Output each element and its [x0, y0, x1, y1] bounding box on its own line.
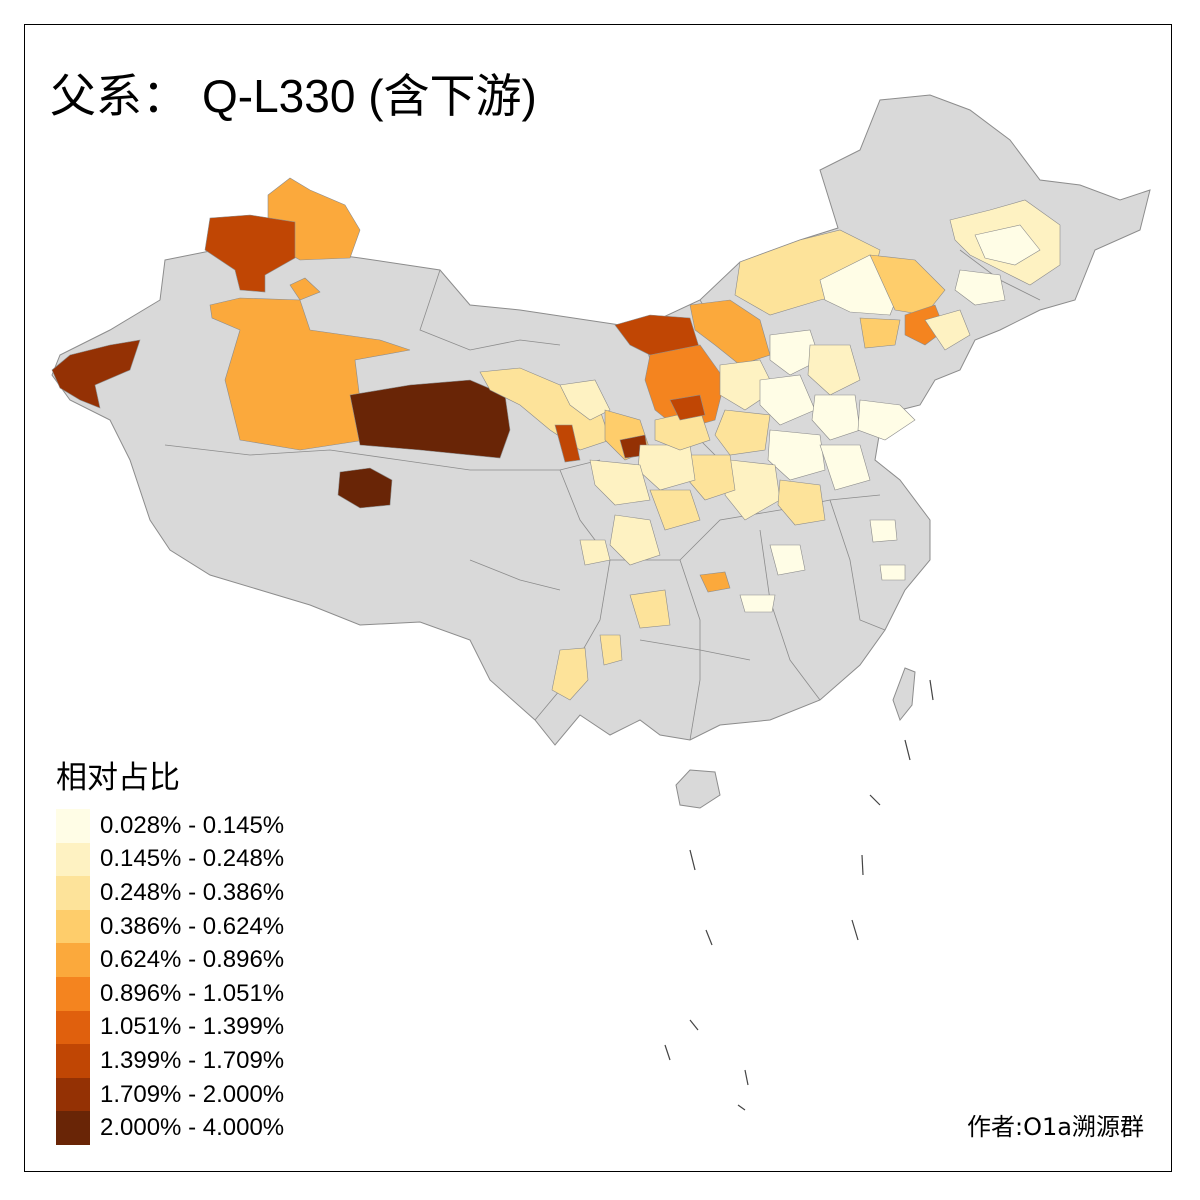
- legend-item: 0.896% - 1.051%: [56, 976, 285, 1011]
- legend-label: 0.896% - 1.051%: [100, 979, 285, 1007]
- legend-title: 相对占比: [56, 760, 180, 796]
- legend-label: 0.145% - 0.248%: [100, 845, 285, 873]
- legend: 相对占比 0.028% - 0.145% 0.145% - 0.248% 0.248…: [56, 752, 284, 1145]
- legend-item: 1.709% - 2.000%: [56, 1077, 285, 1112]
- hainan-island: [675, 769, 721, 809]
- legend-item: 1.399% - 1.709%: [56, 1044, 284, 1078]
- legend-item: 0.624% - 0.896%: [56, 943, 284, 977]
- legend-swatch: [56, 909, 90, 944]
- map-title: 父系： Q-L330 (含下游): [50, 60, 537, 126]
- legend-label: 2.000% - 4.000%: [100, 1114, 285, 1142]
- legend-swatch: [56, 976, 90, 1011]
- legend-rows: 0.028% - 0.145% 0.145% - 0.248% 0.248% - 0…: [56, 809, 284, 1145]
- legend-label: 1.709% - 2.000%: [100, 1080, 285, 1108]
- legend-item: 0.145% - 0.248%: [56, 842, 285, 877]
- legend-label: 1.399% - 1.709%: [100, 1046, 285, 1074]
- legend-swatch: [56, 943, 90, 977]
- legend-label: 0.248% - 0.386%: [100, 878, 285, 906]
- author-credit: 作者:O1a溯源群: [967, 1113, 1144, 1141]
- legend-label: 0.028% - 0.145%: [100, 811, 285, 839]
- legend-item: 2.000% - 4.000%: [56, 1111, 284, 1145]
- legend-label: 1.051% - 1.399%: [100, 1013, 285, 1041]
- title-prefix: 父系：: [50, 69, 188, 123]
- legend-item: 0.028% - 0.145%: [56, 809, 284, 843]
- legend-swatch: [56, 1111, 90, 1145]
- data-regions: [51, 177, 1061, 701]
- legend-swatch: [56, 876, 90, 910]
- legend-item: 0.248% - 0.386%: [56, 876, 284, 910]
- taiwan-island: [892, 667, 916, 722]
- legend-swatch: [56, 842, 90, 877]
- title-haplogroup: Q-L330 (含下游): [202, 70, 537, 122]
- legend-item: 0.386% - 0.624%: [56, 909, 285, 944]
- legend-item: 1.051% - 1.399%: [56, 1010, 285, 1045]
- legend-swatch: [56, 1010, 90, 1045]
- south-china-sea-islands: [664, 679, 934, 1111]
- legend-label: 0.386% - 0.624%: [100, 912, 285, 940]
- legend-swatch: [56, 809, 90, 843]
- legend-label: 0.624% - 0.896%: [100, 946, 285, 974]
- legend-swatch: [56, 1077, 90, 1112]
- legend-swatch: [56, 1044, 90, 1078]
